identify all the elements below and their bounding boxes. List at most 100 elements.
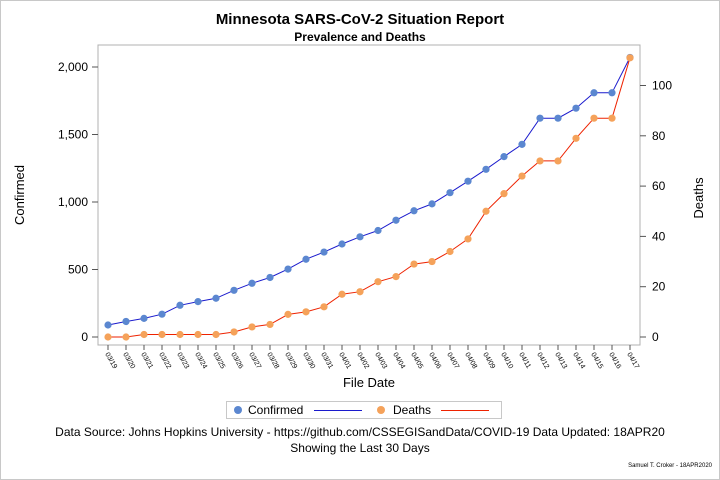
deaths-data-point <box>176 330 184 339</box>
x-axis-tick-label: 04/14 <box>571 352 586 371</box>
chart-title: Minnesota SARS-CoV-2 Situation Report <box>215 11 505 28</box>
confirmed-data-point <box>500 153 508 161</box>
confirmed-data-point <box>518 140 526 148</box>
x-axis-tick-label: 04/13 <box>553 352 568 371</box>
deaths-data-point <box>230 328 238 336</box>
confirmed-data-point <box>410 207 418 215</box>
confirmed-data-point <box>266 273 274 282</box>
deaths-data-point <box>284 310 292 318</box>
left-axis-tick-label: 0 <box>81 330 88 344</box>
confirmed-data-point <box>212 294 220 302</box>
x-axis-tick-label: 04/11 <box>517 352 532 370</box>
x-axis-tick-label: 04/10 <box>499 352 514 371</box>
deaths-data-point <box>500 190 508 198</box>
confirmed-data-point <box>356 233 364 241</box>
x-axis-tick-label: 03/25 <box>211 352 226 371</box>
x-axis-tick-label: 03/22 <box>157 352 172 371</box>
right-axis-tick-label: 60 <box>652 179 666 193</box>
deaths-series-line <box>108 57 631 338</box>
confirmed-data-point <box>446 189 454 197</box>
chart-subtitle: Prevalence and Deaths <box>294 30 426 44</box>
deaths-data-point <box>464 235 472 243</box>
deaths-data-point <box>374 278 382 286</box>
left-axis-tick-label: 1,000 <box>58 195 88 209</box>
confirmed-data-point <box>464 177 472 185</box>
x-axis-tick-label: 04/03 <box>373 352 388 371</box>
deaths-data-point <box>626 54 634 62</box>
x-axis-tick-label: 04/15 <box>589 352 604 371</box>
right-axis-tick-label: 100 <box>652 79 672 93</box>
x-axis-tick-label: 04/07 <box>445 352 460 371</box>
deaths-data-point <box>122 333 130 341</box>
left-axis-tick-label: 500 <box>68 263 88 277</box>
x-axis-tick-label: 03/31 <box>319 352 334 371</box>
confirmed-data-point <box>428 200 436 208</box>
x-axis-tick-label: 03/21 <box>139 352 154 371</box>
left-axis-tick-label: 1,500 <box>58 128 88 142</box>
confirmed-data-point <box>158 310 166 318</box>
confirmed-data-point <box>572 104 580 112</box>
x-axis-tick-label: 04/09 <box>481 352 496 371</box>
deaths-data-point <box>590 114 598 122</box>
confirmed-data-point <box>392 216 400 224</box>
deaths-data-point <box>194 330 202 339</box>
x-axis-tick-label: 04/16 <box>607 352 622 371</box>
legend-deaths-line <box>441 410 489 411</box>
x-axis-tick-label: 04/01 <box>337 352 352 371</box>
confirmed-data-point <box>230 286 238 294</box>
deaths-data-point <box>212 330 220 339</box>
confirmed-data-point <box>284 265 292 273</box>
deaths-data-point <box>482 207 490 215</box>
x-axis-tick-label: 04/02 <box>355 352 370 371</box>
confirmed-data-point <box>338 240 346 248</box>
deaths-data-point <box>266 320 274 329</box>
deaths-data-point <box>392 273 400 281</box>
x-axis-tick-label: 03/19 <box>103 352 118 371</box>
confirmed-series-line <box>107 57 631 326</box>
deaths-data-point <box>428 257 436 266</box>
data-source-note: Data Source: Johns Hopkins University - … <box>55 425 665 439</box>
deaths-data-point <box>302 308 310 316</box>
right-axis-tick-label: 20 <box>652 280 666 294</box>
deaths-data-point <box>554 157 562 165</box>
confirmed-data-point <box>248 279 256 287</box>
deaths-data-point <box>338 290 346 298</box>
deaths-data-point <box>356 288 364 296</box>
x-axis-tick-label: 03/24 <box>193 352 208 371</box>
x-axis-tick-label: 04/04 <box>391 352 406 371</box>
x-axis-tick-label: 04/12 <box>535 352 550 371</box>
deaths-data-point <box>608 114 616 122</box>
confirmed-data-point <box>608 89 616 97</box>
legend-deaths-label: Deaths <box>393 403 432 417</box>
x-axis-tick-label: 03/28 <box>265 352 280 371</box>
confirmed-data-point <box>374 226 382 235</box>
deaths-data-point <box>572 134 580 142</box>
chart-legend: Confirmed Deaths <box>226 401 502 419</box>
deaths-data-point <box>410 260 418 268</box>
author-credit: Samuel T. Croker - 18APR2020 <box>628 463 712 469</box>
right-axis-tick-label: 0 <box>652 330 659 344</box>
x-axis-tick-label: 04/06 <box>427 352 442 371</box>
deaths-data-point <box>320 303 328 311</box>
confirmed-data-point <box>590 89 598 97</box>
x-axis-tick-label: 03/27 <box>247 352 262 371</box>
x-axis-tick-label: 04/17 <box>625 352 640 371</box>
x-axis-tick-label: 03/29 <box>283 352 298 371</box>
confirmed-data-point <box>104 321 112 329</box>
x-axis-tick-label: 03/23 <box>175 352 190 371</box>
deaths-data-point <box>536 157 544 165</box>
left-axis-label: Confirmed <box>12 165 27 225</box>
deaths-data-point <box>518 172 526 180</box>
plot-area <box>97 44 641 346</box>
confirmed-data-point <box>140 314 148 322</box>
legend-confirmed-label: Confirmed <box>248 403 304 417</box>
left-axis-tick-label: 2,000 <box>58 60 88 74</box>
confirmed-data-point <box>302 255 310 263</box>
confirmed-data-point <box>122 317 130 326</box>
confirmed-data-point <box>482 165 490 173</box>
deaths-data-point <box>140 330 148 339</box>
confirmed-data-point <box>194 298 202 306</box>
x-axis-tick-label: 04/08 <box>463 352 478 371</box>
deaths-data-point <box>104 333 112 341</box>
